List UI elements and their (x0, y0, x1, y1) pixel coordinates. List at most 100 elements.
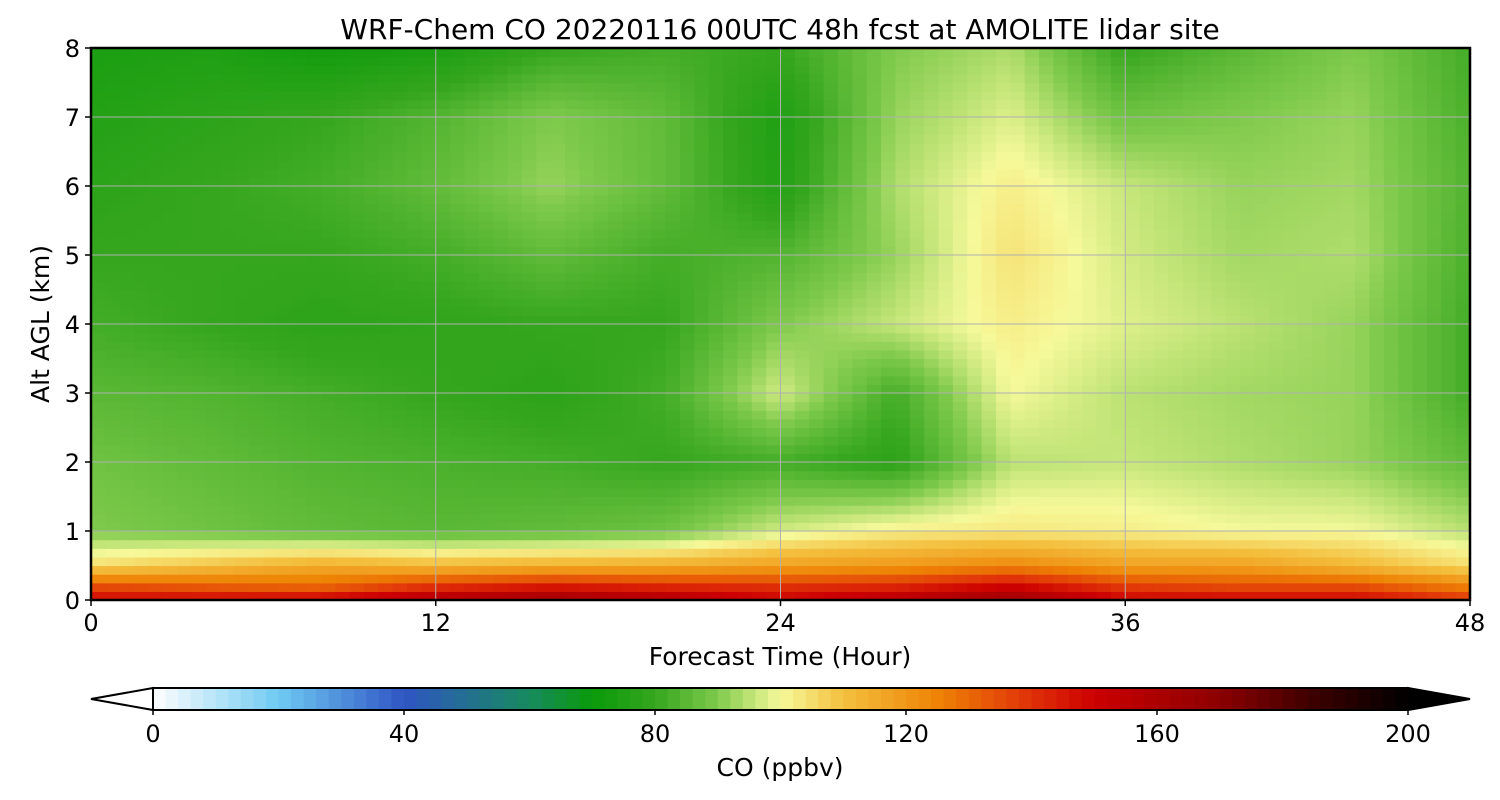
heatmap-cell (708, 349, 724, 360)
heatmap-cell (679, 168, 695, 178)
heatmap-cell (1024, 487, 1040, 498)
heatmap-cell (1412, 237, 1428, 247)
heatmap-cell (881, 591, 897, 601)
heatmap-cell (1153, 194, 1169, 204)
heatmap-cell (1326, 453, 1342, 463)
heatmap-cell (1067, 177, 1083, 187)
heatmap-cell (909, 513, 925, 523)
heatmap-cell (1455, 487, 1471, 498)
heatmap-cell (723, 591, 738, 601)
heatmap-cell (464, 341, 480, 351)
heatmap-cell (1326, 565, 1342, 575)
heatmap-cell (450, 375, 466, 385)
heatmap-cell (967, 401, 983, 411)
heatmap-cell (349, 522, 365, 532)
heatmap-cell (1125, 418, 1141, 429)
heatmap-cell (1254, 349, 1270, 360)
heatmap-cell (708, 410, 724, 420)
heatmap-cell (536, 177, 552, 187)
heatmap-cell (1369, 237, 1385, 247)
heatmap-cell (651, 582, 667, 592)
heatmap-cell (1125, 306, 1141, 316)
heatmap-cell (507, 462, 523, 472)
heatmap-cell (1283, 203, 1299, 213)
heatmap-cell (1082, 289, 1098, 299)
heatmap-cell (1139, 255, 1155, 265)
heatmap-cell (1326, 539, 1342, 549)
heatmap-cell (651, 315, 667, 325)
heatmap-cell (205, 453, 221, 463)
heatmap-cell (134, 160, 150, 170)
heatmap-cell (1024, 384, 1040, 394)
heatmap-cell (636, 255, 652, 265)
heatmap-cell (349, 531, 365, 541)
heatmap-cell (981, 367, 997, 377)
heatmap-cell (363, 522, 379, 532)
heatmap-cell (249, 505, 264, 515)
heatmap-cell (751, 289, 767, 299)
heatmap-cell (636, 548, 652, 558)
heatmap-cell (1096, 496, 1112, 506)
heatmap-cell (536, 324, 552, 334)
heatmap-cell (392, 289, 408, 299)
heatmap-cell (464, 203, 480, 213)
heatmap-cell (263, 462, 279, 472)
heatmap-cell (780, 453, 796, 463)
heatmap-cell (1455, 436, 1471, 446)
heatmap-cell (177, 582, 193, 592)
heatmap-cell (780, 410, 796, 420)
heatmap-cell (622, 513, 638, 523)
heatmap-cell (191, 487, 207, 498)
heatmap-cell (1340, 444, 1356, 454)
heatmap-cell (1010, 436, 1026, 446)
heatmap-cell (407, 375, 422, 385)
heatmap-cell (1455, 298, 1471, 308)
heatmap-cell (1125, 332, 1141, 342)
heatmap-cell (651, 160, 667, 170)
heatmap-cell (493, 418, 509, 429)
heatmap-cell (723, 211, 738, 222)
heatmap-cell (895, 479, 911, 489)
heatmap-cell (1225, 168, 1241, 178)
heatmap-cell (1211, 375, 1227, 385)
heatmap-cell (91, 418, 106, 429)
heatmap-cell (1182, 341, 1198, 351)
heatmap-cell (708, 177, 724, 187)
heatmap-cell (1110, 462, 1126, 472)
heatmap-cell (1355, 496, 1371, 506)
heatmap-cell (766, 186, 782, 196)
heatmap-cell (837, 272, 853, 282)
heatmap-cell (550, 548, 566, 558)
heatmap-cell (1240, 367, 1256, 377)
heatmap-cell (521, 160, 537, 170)
heatmap-cell (1197, 324, 1213, 334)
heatmap-cell (593, 496, 609, 506)
heatmap-cell (148, 298, 164, 308)
heatmap-cell (363, 384, 379, 394)
heatmap-cell (1254, 341, 1270, 351)
heatmap-cell (1369, 367, 1385, 377)
heatmap-cell (1412, 220, 1428, 230)
heatmap-cell (249, 349, 264, 360)
heatmap-cell (1125, 393, 1141, 403)
heatmap-cell (679, 496, 695, 506)
heatmap-cell (737, 237, 753, 247)
heatmap-cell (550, 177, 566, 187)
heatmap-cell (1240, 272, 1256, 282)
heatmap-cell (809, 410, 825, 420)
heatmap-cell (608, 496, 624, 506)
heatmap-cell (881, 531, 897, 541)
heatmap-cell (263, 272, 279, 282)
heatmap-cell (177, 306, 193, 316)
heatmap-cell (234, 280, 250, 291)
heatmap-cell (1355, 582, 1371, 592)
heatmap-cell (1139, 582, 1155, 592)
heatmap-cell (780, 462, 796, 472)
heatmap-cell (694, 522, 710, 532)
heatmap-cell (1398, 194, 1414, 204)
heatmap-cell (1039, 186, 1055, 196)
heatmap-cell (651, 324, 667, 334)
heatmap-cell (1441, 556, 1457, 567)
heatmap-cell (952, 591, 968, 601)
heatmap-cell (952, 151, 968, 161)
